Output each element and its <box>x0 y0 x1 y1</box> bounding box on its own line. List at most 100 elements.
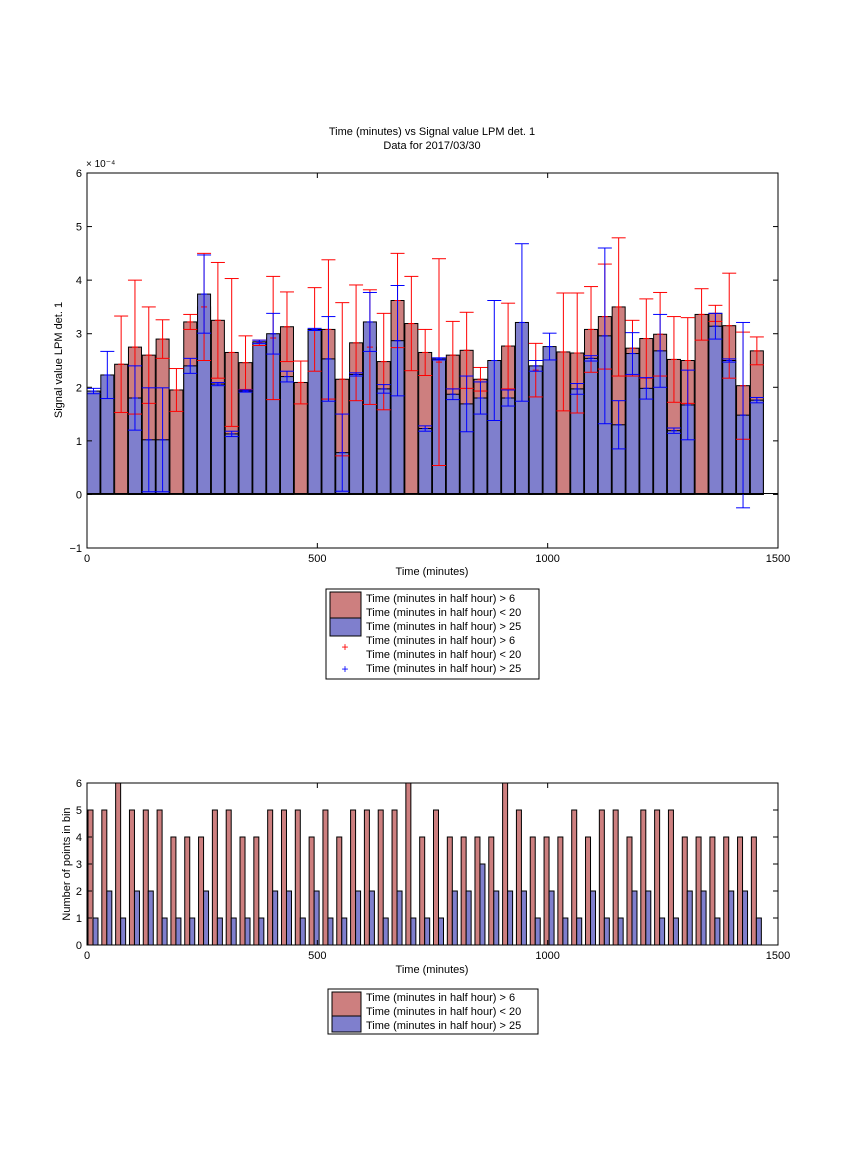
y-tick-label: 2 <box>76 382 82 394</box>
bar <box>603 917 610 946</box>
bar <box>355 890 362 946</box>
y-axis-label: Signal value LPM det. 1 <box>53 302 65 418</box>
bar <box>244 917 251 946</box>
bar <box>203 890 210 946</box>
y-axis-ticks: 0 1 2 3 4 5 6 <box>76 778 778 952</box>
y-tick-label: 1 <box>76 913 82 925</box>
y-tick-label: 5 <box>76 805 82 817</box>
bar <box>424 917 431 946</box>
bar <box>133 890 140 946</box>
y-exponent-label: × 10⁻⁴ <box>86 159 115 170</box>
bar <box>252 341 267 495</box>
legend-box <box>327 988 539 1035</box>
bar <box>161 917 168 946</box>
bar <box>612 809 619 946</box>
bar <box>258 917 265 946</box>
bar <box>224 433 239 495</box>
bar <box>465 890 472 946</box>
bar <box>92 917 99 946</box>
bar <box>336 836 343 946</box>
bar <box>419 836 426 946</box>
bar <box>520 890 527 946</box>
bar <box>396 890 403 946</box>
x-tick-label: 1500 <box>766 553 790 565</box>
legend-entry: Time (minutes in half hour) > 6 <box>366 635 515 647</box>
legend-swatch-red <box>329 591 362 619</box>
bar <box>225 809 232 946</box>
x-tick-label: 500 <box>308 553 326 565</box>
bar <box>368 890 375 946</box>
legend-entry: Time (minutes in half hour) < 20 <box>366 607 521 619</box>
bar <box>294 809 301 946</box>
bar <box>534 917 541 946</box>
bar <box>308 836 315 946</box>
legend-entry: Time (minutes in half hour) > 25 <box>366 621 521 633</box>
bar <box>474 836 481 946</box>
bar <box>101 809 108 946</box>
bar <box>585 836 592 946</box>
y-tick-label: 0 <box>76 489 82 501</box>
legend-entry: Time (minutes in half hour) > 6 <box>366 992 515 1004</box>
bar <box>382 917 389 946</box>
bar <box>695 836 702 946</box>
bar <box>737 836 744 946</box>
bar <box>322 809 329 946</box>
bar <box>106 890 113 946</box>
signal-bars <box>86 293 764 495</box>
bar <box>557 836 564 946</box>
bar <box>502 782 509 946</box>
bar <box>156 809 163 946</box>
count-bars <box>87 782 762 946</box>
bar <box>681 836 688 946</box>
y-tick-label: 1 <box>76 436 82 448</box>
signal-error-bars <box>86 237 764 509</box>
bar <box>488 836 495 946</box>
legend: Time (minutes in half hour) > 6 Time (mi… <box>327 988 539 1035</box>
bar <box>86 390 101 495</box>
bar <box>714 917 721 946</box>
count-chart: 0 1 2 3 4 5 6 0 500 1000 1500 Time (minutes) Numb… <box>61 778 790 1035</box>
bar <box>501 397 516 495</box>
bar <box>749 399 764 495</box>
bar <box>446 836 453 946</box>
bar <box>640 809 647 946</box>
y-axis-label: Number of points in bin <box>61 807 73 920</box>
bar <box>584 357 599 495</box>
bar <box>543 836 550 946</box>
bar <box>728 890 735 946</box>
x-tick-label: 1000 <box>535 950 559 962</box>
bar <box>700 890 707 946</box>
bar <box>280 809 287 946</box>
bar <box>230 917 237 946</box>
legend-entry: Time (minutes in half hour) > 6 <box>366 593 515 605</box>
legend-swatch-blue <box>331 1015 362 1033</box>
bar <box>142 809 149 946</box>
x-tick-label: 0 <box>84 553 90 565</box>
bar <box>211 809 218 946</box>
bar <box>667 809 674 946</box>
y-tick-label: −1 <box>69 543 82 555</box>
bar <box>189 917 196 946</box>
bar <box>183 365 198 495</box>
bar <box>170 836 177 946</box>
bar <box>405 782 412 946</box>
x-tick-label: 1000 <box>535 553 559 565</box>
bar <box>598 809 605 946</box>
legend-entry: Time (minutes in half hour) > 25 <box>366 1020 521 1032</box>
bar <box>377 809 384 946</box>
bar <box>198 836 205 946</box>
bar <box>285 890 292 946</box>
chart-subtitle: Data for 2017/03/30 <box>383 140 480 152</box>
bar <box>391 809 398 946</box>
bar <box>272 890 279 946</box>
bar <box>184 836 191 946</box>
bar <box>750 836 757 946</box>
bar <box>562 917 569 946</box>
y-axis-ticks: −1 0 1 2 3 4 5 6 <box>69 168 778 555</box>
bar <box>239 836 246 946</box>
bar <box>363 809 370 946</box>
bar <box>216 917 223 946</box>
bar <box>253 836 260 946</box>
legend-entry: Time (minutes in half hour) < 20 <box>366 1006 521 1018</box>
